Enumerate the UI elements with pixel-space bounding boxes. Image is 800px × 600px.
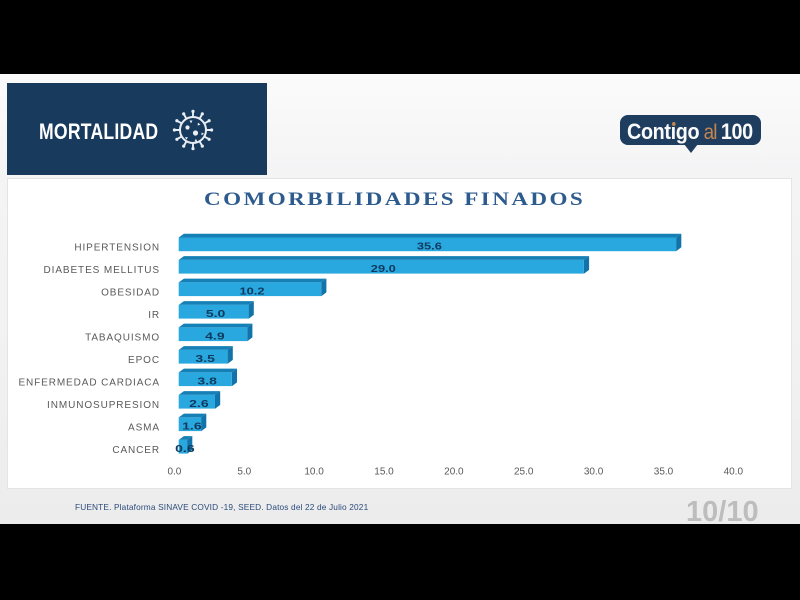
svg-text:IR: IR [148, 310, 160, 321]
svg-text:25.0: 25.0 [514, 467, 534, 478]
svg-text:20.0: 20.0 [444, 467, 464, 478]
svg-text:ASMA: ASMA [128, 423, 160, 434]
svg-text:29.0: 29.0 [371, 263, 396, 275]
svg-text:EPOC: EPOC [128, 355, 160, 366]
svg-text:5.0: 5.0 [206, 308, 226, 320]
svg-text:10.2: 10.2 [240, 286, 265, 298]
svg-text:35.6: 35.6 [417, 241, 442, 253]
svg-text:0.6: 0.6 [175, 443, 195, 455]
svg-text:2.6: 2.6 [189, 398, 209, 410]
svg-text:DIABETES MELLITUS: DIABETES MELLITUS [44, 265, 160, 276]
svg-text:0.0: 0.0 [167, 467, 181, 478]
svg-text:INMUNOSUPRESION: INMUNOSUPRESION [47, 400, 160, 411]
svg-text:15.0: 15.0 [374, 467, 394, 478]
svg-text:35.0: 35.0 [654, 467, 674, 478]
svg-text:OBESIDAD: OBESIDAD [101, 288, 160, 299]
svg-text:3.5: 3.5 [195, 353, 215, 365]
svg-text:CANCER: CANCER [112, 445, 160, 456]
svg-text:4.9: 4.9 [205, 331, 225, 343]
svg-text:5.0: 5.0 [237, 467, 251, 478]
svg-text:ENFERMEDAD CARDIACA: ENFERMEDAD CARDIACA [18, 378, 160, 389]
svg-text:HIPERTENSION: HIPERTENSION [74, 243, 160, 254]
svg-text:1.6: 1.6 [182, 421, 202, 433]
svg-text:30.0: 30.0 [584, 467, 604, 478]
svg-text:10.0: 10.0 [304, 467, 324, 478]
svg-text:3.8: 3.8 [197, 376, 217, 388]
svg-text:40.0: 40.0 [724, 467, 744, 478]
svg-text:TABAQUISMO: TABAQUISMO [85, 333, 160, 344]
